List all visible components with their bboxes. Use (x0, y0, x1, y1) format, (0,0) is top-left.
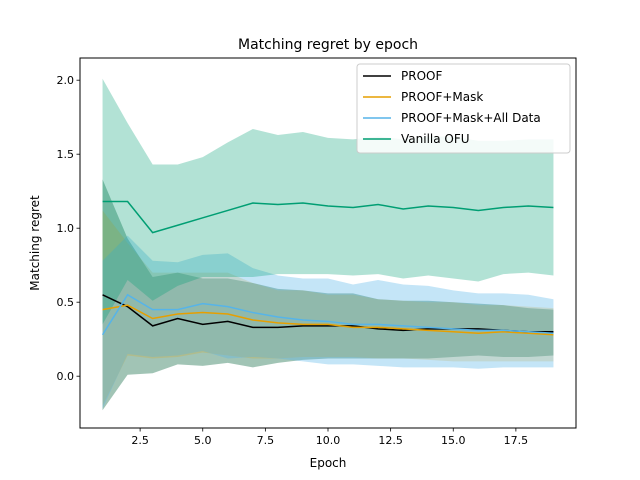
legend: PROOF PROOF+Mask PROOF+Mask+All Data Vanill… (356, 63, 571, 154)
x-tick-label: 5.0 (194, 434, 212, 447)
legend-label-proof-mask: PROOF+Mask (401, 90, 483, 104)
x-tick-label: 12.5 (378, 434, 403, 447)
series-lines (101, 200, 554, 336)
line-vanilla-ofu (102, 200, 554, 234)
x-tick-label: 2.5 (131, 434, 149, 447)
legend-label-proof: PROOF (401, 69, 442, 83)
y-axis: 0.0 0.5 1.0 1.5 2.0 (57, 74, 80, 383)
x-axis-label: Epoch (310, 456, 347, 470)
x-axis: 2.5 5.0 7.5 10.0 12.5 15.0 17.5 (131, 428, 528, 447)
legend-label-vanilla-ofu: Vanilla OFU (401, 132, 470, 146)
y-tick-label: 0.5 (57, 296, 75, 309)
y-tick-label: 1.5 (57, 148, 75, 161)
y-tick-label: 0.0 (57, 370, 75, 383)
y-tick-label: 1.0 (57, 222, 75, 235)
line-proof-mask (102, 304, 554, 336)
x-tick-label: 10.0 (316, 434, 341, 447)
x-tick-label: 17.5 (504, 434, 529, 447)
line-proof (102, 294, 554, 333)
line-proof-mask-all-data (101, 293, 554, 336)
legend-label-proof-mask-all-data: PROOF+Mask+All Data (401, 111, 541, 125)
band-proof (102, 179, 554, 411)
chart-title: Matching regret by epoch (238, 37, 418, 53)
legend-box (356, 63, 571, 154)
y-tick-label: 2.0 (57, 74, 75, 87)
x-tick-label: 7.5 (257, 434, 275, 447)
x-tick-label: 15.0 (441, 434, 466, 447)
y-axis-label: Matching regret (28, 195, 42, 291)
band-proof-mask (102, 210, 554, 406)
